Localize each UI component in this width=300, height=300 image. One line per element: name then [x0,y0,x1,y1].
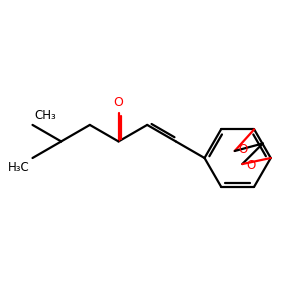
Text: O: O [239,143,248,156]
Text: CH₃: CH₃ [34,109,56,122]
Text: H₃C: H₃C [8,161,29,174]
Text: O: O [246,159,256,172]
Text: O: O [114,96,124,109]
